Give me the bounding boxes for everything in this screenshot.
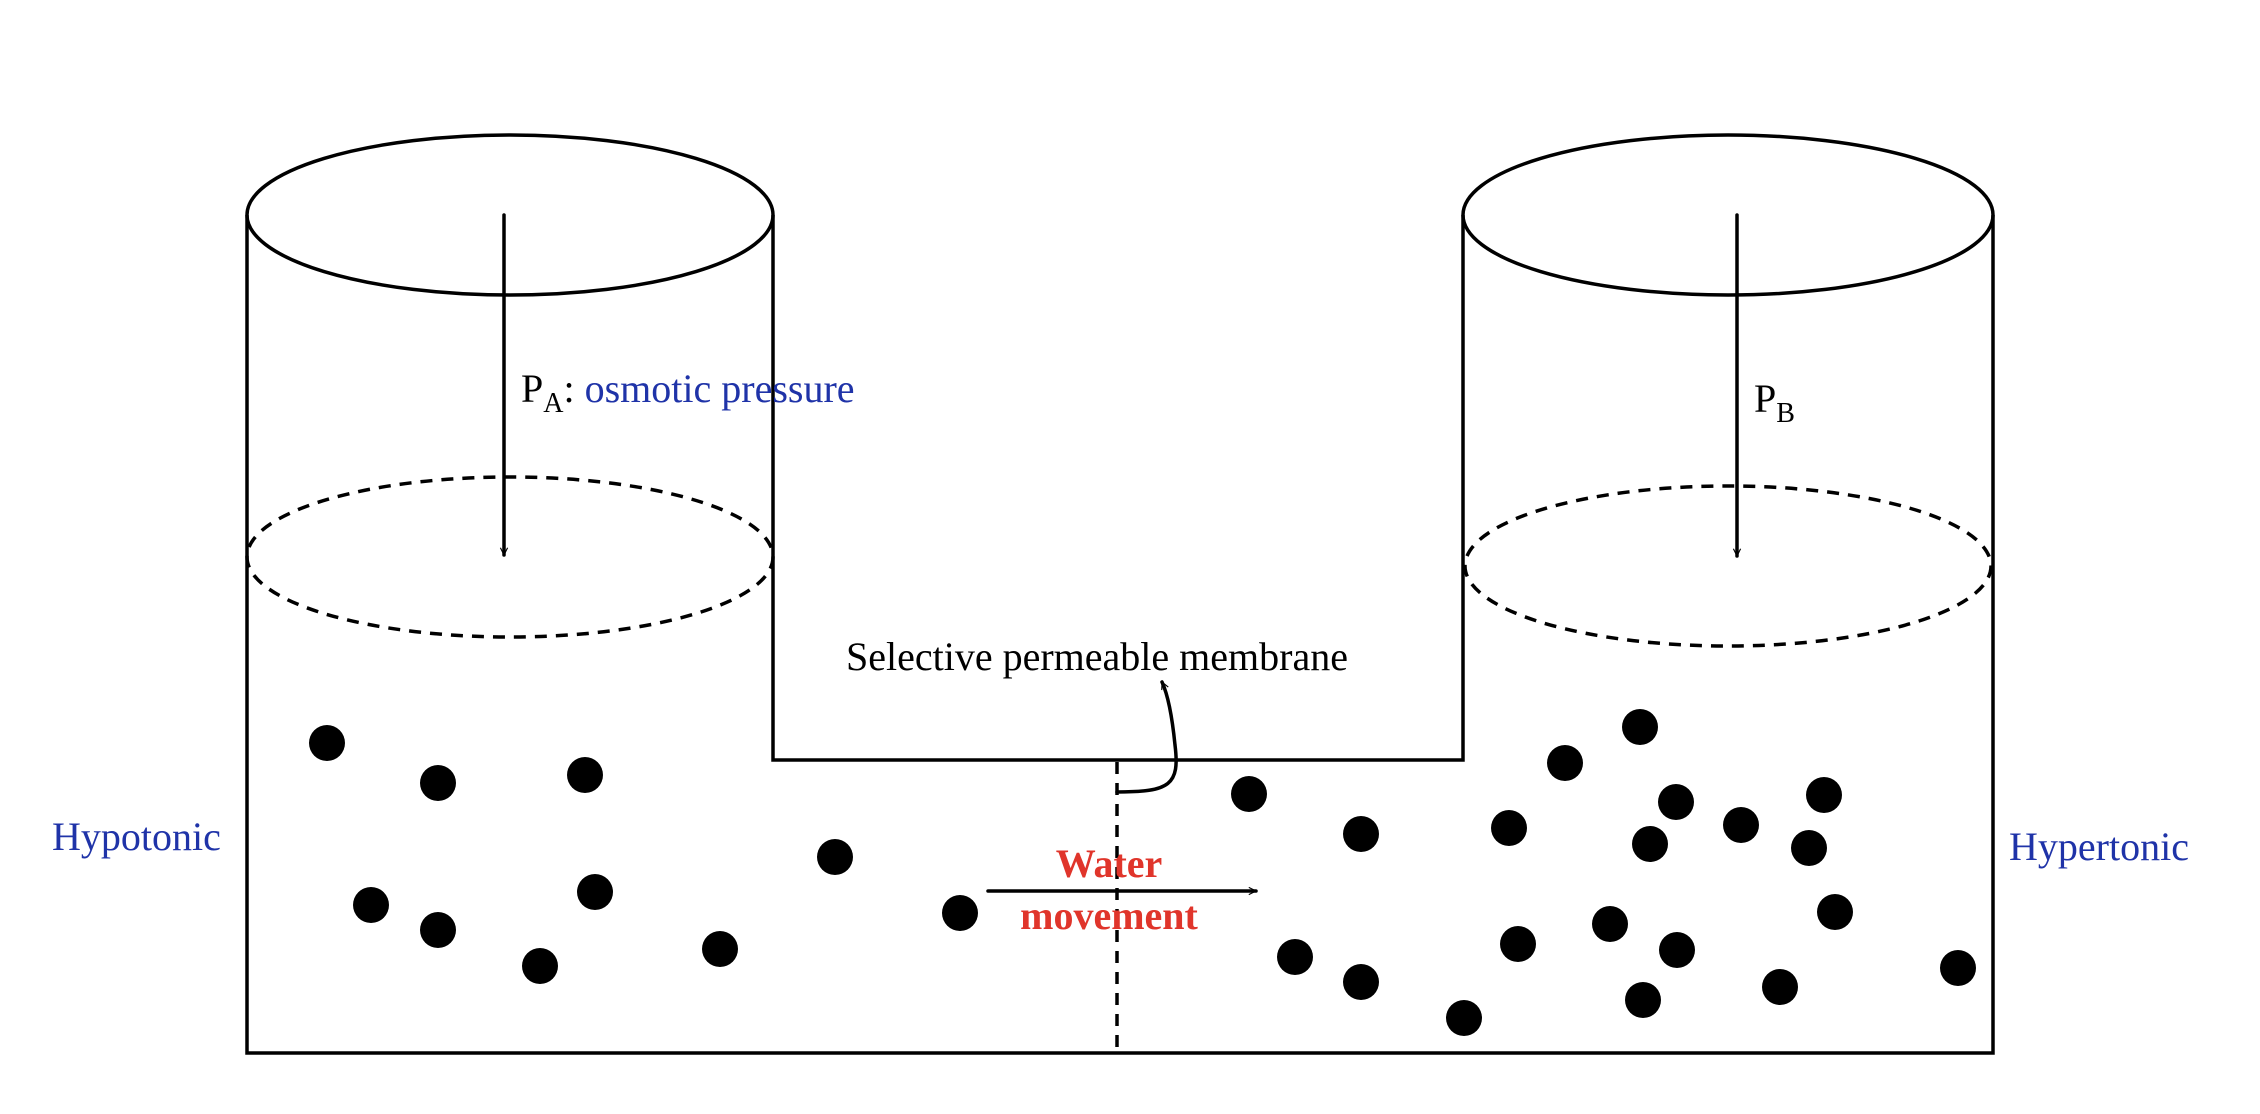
solute-particle <box>1231 776 1267 812</box>
solute-particle <box>1659 932 1695 968</box>
container-outline <box>245 215 1995 1055</box>
pressure-a-label: PA: osmotic pressure <box>521 366 855 419</box>
solute-particle <box>1446 1000 1482 1036</box>
solute-particle <box>1622 709 1658 745</box>
solute-particle <box>1547 745 1583 781</box>
left-cylinder-top <box>245 133 775 297</box>
hypertonic-label: Hypertonic <box>2009 824 2189 869</box>
left-liquid-level <box>245 475 775 639</box>
solute-particle <box>1343 964 1379 1000</box>
solute-particle <box>577 874 613 910</box>
solute-particle <box>1592 906 1628 942</box>
solute-particle <box>1277 939 1313 975</box>
solute-particle <box>420 912 456 948</box>
water-movement-label-line2: movement <box>1020 893 1198 938</box>
solute-particle <box>353 887 389 923</box>
water-movement-label-line1: Water <box>1056 841 1163 886</box>
solute-particle <box>567 757 603 793</box>
solute-particle <box>1940 950 1976 986</box>
solute-particle <box>942 895 978 931</box>
solute-particle <box>420 765 456 801</box>
solute-particle <box>817 839 853 875</box>
solute-particles-left <box>309 725 978 984</box>
membrane-label: Selective permeable membrane <box>846 634 1348 679</box>
solute-particle <box>1658 784 1694 820</box>
solute-particle <box>522 948 558 984</box>
hypotonic-label: Hypotonic <box>52 814 221 859</box>
solute-particles-right <box>1231 709 1976 1036</box>
solute-particle <box>1632 826 1668 862</box>
osmotic-pressure-label: osmotic pressure <box>585 366 855 411</box>
right-liquid-level <box>1463 484 1993 648</box>
solute-particle <box>309 725 345 761</box>
solute-particle <box>702 931 738 967</box>
solute-particle <box>1625 982 1661 1018</box>
solute-particle <box>1791 830 1827 866</box>
solute-particle <box>1806 777 1842 813</box>
right-cylinder-top <box>1461 133 1995 297</box>
solute-particle <box>1762 969 1798 1005</box>
solute-particle <box>1500 926 1536 962</box>
solute-particle <box>1723 807 1759 843</box>
pressure-b-label: PB <box>1754 376 1795 429</box>
solute-particle <box>1491 810 1527 846</box>
solute-particle <box>1817 894 1853 930</box>
solute-particle <box>1343 816 1379 852</box>
membrane-pointer-arrow <box>1115 680 1178 794</box>
